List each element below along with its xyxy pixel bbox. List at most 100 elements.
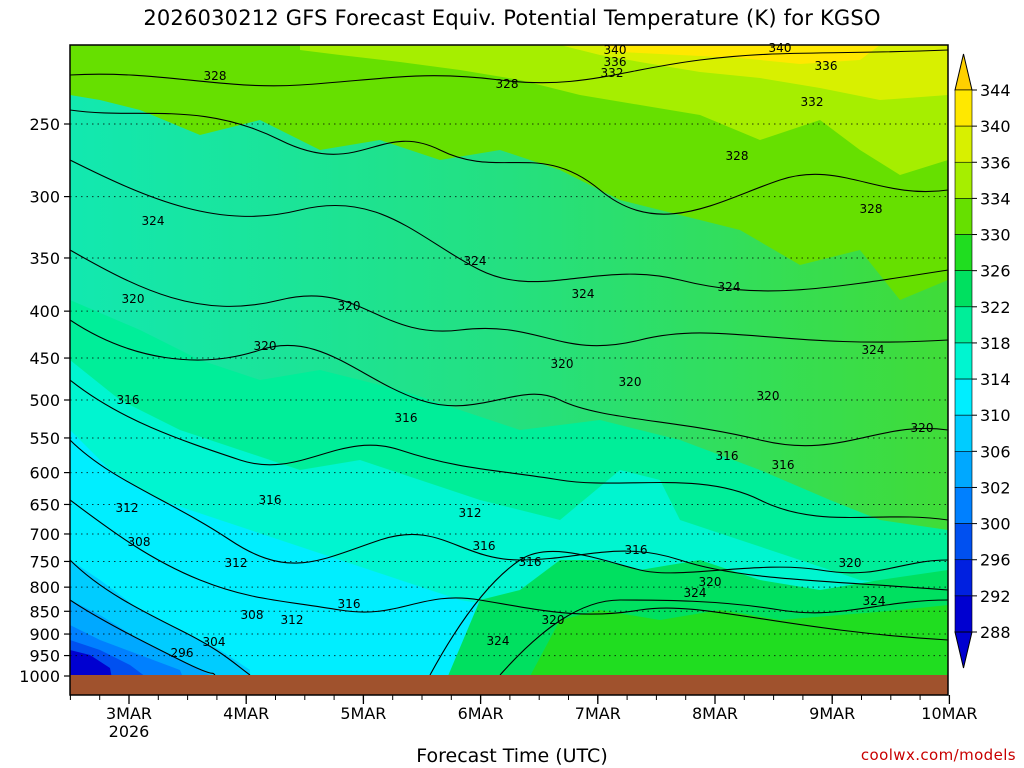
contour-label-320: 320 bbox=[911, 421, 934, 435]
y-tick-label-400: 400 bbox=[29, 302, 60, 321]
contour-label-320: 320 bbox=[757, 389, 780, 403]
colorbar-top-arrow bbox=[954, 53, 973, 91]
colorbar-swatch-306 bbox=[954, 414, 973, 452]
contour-label-316: 316 bbox=[473, 539, 496, 553]
contour-line-5 bbox=[70, 379, 948, 521]
y-tick-label-700: 700 bbox=[29, 525, 60, 544]
colorbar-swatch-322 bbox=[954, 270, 973, 308]
contour-line-0 bbox=[70, 49, 948, 87]
contour-label-316: 316 bbox=[338, 597, 361, 611]
contour-label-316: 316 bbox=[625, 543, 648, 557]
y-tick-label-650: 650 bbox=[29, 495, 60, 514]
colorbar-swatch-318 bbox=[954, 306, 973, 344]
colorbar-swatch-330 bbox=[954, 198, 973, 235]
x-axis-label: Forecast Time (UTC) bbox=[416, 745, 608, 767]
contour-label-320: 320 bbox=[699, 575, 722, 589]
contour-label-308: 308 bbox=[128, 535, 151, 549]
x-tick-label-10MAR: 10MAR bbox=[921, 704, 977, 723]
contour-label-316: 316 bbox=[395, 411, 418, 425]
contour-label-316: 316 bbox=[259, 493, 282, 507]
x-tick-label-5MAR: 5MAR bbox=[340, 704, 386, 723]
y-tick-label-800: 800 bbox=[29, 578, 60, 597]
contour-line-8 bbox=[70, 559, 251, 676]
x-tick-label-7MAR: 7MAR bbox=[575, 704, 621, 723]
plot-frame bbox=[69, 44, 949, 696]
contour-label-304: 304 bbox=[203, 635, 226, 649]
contour-label-316: 316 bbox=[716, 449, 739, 463]
contour-label-324: 324 bbox=[572, 287, 595, 301]
contour-line-4 bbox=[70, 319, 948, 447]
colorbar-label-322: 322 bbox=[980, 298, 1011, 317]
colorbar-label-310: 310 bbox=[980, 406, 1011, 425]
y-tick-label-450: 450 bbox=[29, 349, 60, 368]
colorbar-label-306: 306 bbox=[980, 442, 1011, 461]
contour-line-10 bbox=[429, 550, 948, 676]
contour-label-312: 312 bbox=[459, 506, 482, 520]
contour-label-312: 312 bbox=[116, 501, 139, 515]
colorbar-label-292: 292 bbox=[980, 587, 1011, 606]
colorbar-swatch-340 bbox=[954, 89, 973, 127]
contour-label-324: 324 bbox=[464, 254, 487, 268]
colorbar-label-336: 336 bbox=[980, 153, 1011, 172]
credit-link[interactable]: coolwx.com/models bbox=[860, 746, 1016, 764]
contour-label-320: 320 bbox=[551, 357, 574, 371]
colorbar-label-334: 334 bbox=[980, 189, 1011, 208]
colorbar-swatch-302 bbox=[954, 451, 973, 488]
x-tick-label-6MAR: 6MAR bbox=[458, 704, 504, 723]
contour-line-6 bbox=[70, 439, 948, 591]
x-tick-label-9MAR: 9MAR bbox=[809, 704, 855, 723]
y-tick-label-600: 600 bbox=[29, 464, 60, 483]
contour-line-1 bbox=[70, 109, 948, 215]
colorbar-label-296: 296 bbox=[980, 551, 1011, 570]
contour-line-7 bbox=[70, 499, 948, 641]
y-axis: 250 300 350 400 450 500 550 600 650 700 750 800 850 9… bbox=[19, 115, 70, 686]
contour-line-9 bbox=[70, 599, 216, 676]
contour-label-316: 316 bbox=[117, 393, 140, 407]
colorbar-swatch-314 bbox=[954, 342, 973, 380]
contour-label-340: 340 bbox=[604, 43, 627, 57]
y-tick-label-1000: 1000 bbox=[19, 667, 60, 686]
contour-label-340: 340 bbox=[769, 41, 792, 55]
y-tick-label-550: 550 bbox=[29, 429, 60, 448]
contour-label-312: 312 bbox=[281, 613, 304, 627]
y-tick-label-850: 850 bbox=[29, 602, 60, 621]
contour-label-320: 320 bbox=[254, 339, 277, 353]
colorbar-swatch-288 bbox=[954, 595, 973, 633]
contour-label-324: 324 bbox=[142, 214, 165, 228]
x-axis: 3MAR 4MAR 5MAR 6MAR 7MAR 8MAR 9MAR 10MAR 2026 bbox=[69, 695, 978, 741]
contour-label-312: 312 bbox=[225, 556, 248, 570]
band-310 bbox=[70, 430, 948, 695]
contour-line-2 bbox=[70, 159, 948, 292]
contour-lines bbox=[70, 49, 948, 676]
contour-label-332: 332 bbox=[801, 95, 824, 109]
contour-line-11 bbox=[499, 599, 948, 676]
y-tick-label-500: 500 bbox=[29, 391, 60, 410]
contour-label-324: 324 bbox=[862, 343, 885, 357]
contour-label-336: 336 bbox=[815, 59, 838, 73]
ground-surface bbox=[70, 675, 948, 695]
y-tick-label-250: 250 bbox=[29, 115, 60, 134]
colorbar-swatch-336 bbox=[954, 125, 973, 163]
contour-label-320: 320 bbox=[542, 613, 565, 627]
y-tick-label-950: 950 bbox=[29, 647, 60, 666]
chart-title: 2026030212 GFS Forecast Equiv. Potential… bbox=[143, 6, 881, 30]
contour-label-320: 320 bbox=[619, 375, 642, 389]
colorbar-label-326: 326 bbox=[980, 262, 1011, 281]
colorbar-label-300: 300 bbox=[980, 515, 1011, 534]
colorbar-label-330: 330 bbox=[980, 226, 1011, 245]
contour-label-328: 328 bbox=[726, 149, 749, 163]
contour-label-320: 320 bbox=[839, 556, 862, 570]
contour-label-336: 336 bbox=[604, 55, 627, 69]
colorbar-label-318: 318 bbox=[980, 334, 1011, 353]
contour-line-3 bbox=[70, 249, 948, 347]
contour-label-324: 324 bbox=[684, 586, 707, 600]
grid-lines bbox=[70, 123, 948, 657]
contour-label-308: 308 bbox=[241, 608, 264, 622]
colorbar-swatch-334 bbox=[954, 161, 973, 199]
contour-label-296: 296 bbox=[171, 646, 194, 660]
x-tick-label-3MAR: 3MAR bbox=[106, 704, 152, 723]
contour-label-320: 320 bbox=[338, 299, 361, 313]
y-tick-label-300: 300 bbox=[29, 188, 60, 207]
